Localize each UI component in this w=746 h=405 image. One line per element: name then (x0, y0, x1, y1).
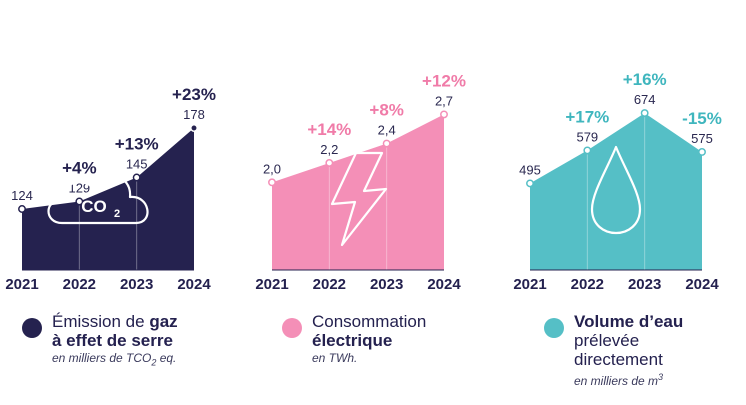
charts-area: 1242021129+4%2022145+13%2023178+23%2024C… (5, 70, 722, 293)
chart-2-change-label: +14% (307, 120, 351, 139)
legend-ghg-bold1: gaz (149, 312, 178, 331)
chart-3-change-label: +17% (565, 107, 609, 126)
legend-electricity: Consommation électrique en TWh. (282, 312, 426, 366)
chart-3-x-tick: 2023 (628, 276, 661, 293)
chart-3-change-label: -15% (682, 109, 722, 128)
legend-water-line3: directement (574, 350, 663, 369)
co2-cloud-icon: CO 2 (47, 175, 149, 225)
chart-1-change-label: +13% (115, 135, 159, 154)
legend-electricity-text: Consommation électrique en TWh. (312, 312, 426, 366)
legend-ghg-dot (22, 318, 42, 338)
legend-water: Volume d’eau prélevée directement en mil… (544, 312, 683, 389)
co2-icon-text: CO (81, 197, 107, 216)
chart-3-x-tick: 2021 (513, 276, 546, 293)
chart-2-value-label: 2,7 (435, 93, 453, 108)
legend-water-unit-sup: 3 (658, 372, 664, 382)
chart-2-x-tick: 2023 (370, 276, 403, 293)
legend-electricity-unit: en TWh. (312, 351, 358, 365)
chart-1-point (75, 197, 84, 206)
chart-2-x-tick: 2022 (313, 276, 346, 293)
legend-electricity-dot (282, 318, 302, 338)
lightning-bolt-icon (330, 151, 388, 247)
chart-3-point (698, 148, 706, 156)
legend-ghg-unit: en milliers de TCO (52, 351, 152, 365)
chart-3-value-label: 575 (691, 131, 713, 146)
chart-1-point (132, 173, 141, 182)
chart-1-point (190, 124, 198, 132)
chart-3: 495 2021 579 +17% 2022 674 +16% 2023 575 -15% 2024 (513, 70, 722, 293)
chart-1-area (22, 128, 194, 270)
chart-3-value-label: 674 (634, 92, 656, 107)
chart-3-point (583, 146, 592, 155)
chart-3-change-label: +16% (623, 70, 667, 89)
co2-icon-subscript: 2 (114, 208, 120, 220)
legend-ghg-bold2: à effet de serre (52, 331, 173, 350)
legend-water-line1: Volume d’eau (574, 312, 684, 331)
chart-2-value-label: 2,4 (378, 123, 396, 138)
chart-1-change-label: +23% (172, 85, 216, 104)
legend-water-line2: prélevée (574, 331, 640, 350)
chart-3-value-label: 495 (519, 162, 541, 177)
chart-2-x-tick: 2024 (427, 276, 461, 293)
chart-1-x-tick: 2021 (5, 276, 38, 293)
chart-3-point (526, 179, 534, 188)
chart-3-point (640, 109, 649, 118)
legend-ghg-text: Émission de gaz à effet de serre en mill… (52, 312, 178, 370)
legend-ghg-pre: Émission de (52, 312, 150, 331)
chart-1-value-label: 145 (126, 157, 148, 172)
legend-ghg: Émission de gaz à effet de serre en mill… (22, 312, 178, 370)
chart-1-value-label: 124 (11, 188, 33, 203)
chart-2-point (382, 139, 391, 148)
legend-electricity-line1: Consommation (312, 312, 427, 331)
legend-water-dot (544, 318, 564, 338)
chart-2-change-label: +8% (369, 101, 404, 120)
chart-2-change-label: +12% (422, 71, 466, 90)
chart-2: 2,0 2021 2,2 +14% 2022 2,4 +8% 2023 2,7 +12% 2024 (255, 71, 466, 293)
chart-1-change-label: +4% (62, 159, 97, 178)
chart-2-point (268, 178, 276, 187)
chart-2-value-label: 2,0 (263, 161, 281, 176)
chart-2-point (325, 158, 334, 167)
legend-ghg-unit-sub: 2 (151, 357, 157, 368)
chart-2-area (272, 114, 444, 270)
legend-water-unit: en milliers de m (574, 374, 659, 388)
legend-electricity-line2: électrique (312, 331, 393, 350)
chart-2-x-tick: 2021 (255, 276, 288, 293)
chart-2-value-label: 2,2 (320, 142, 338, 157)
chart-3-x-tick: 2022 (571, 276, 604, 293)
chart-1-x-tick: 2024 (177, 276, 211, 293)
chart-3-value-label: 579 (576, 129, 598, 144)
chart-1-point (18, 205, 26, 213)
chart-1-x-tick: 2023 (120, 276, 153, 293)
legend-water-text: Volume d’eau prélevée directement en mil… (574, 312, 683, 389)
chart-3-x-tick: 2024 (685, 276, 719, 293)
legend-ghg-unit-post: eq. (156, 351, 177, 365)
chart-3-area (530, 113, 702, 270)
chart-2-point (440, 110, 448, 119)
chart-1-value-label: 178 (183, 107, 205, 122)
chart-1-x-tick: 2022 (63, 276, 96, 293)
water-drop-icon (590, 145, 642, 235)
chart-1: 1242021129+4%2022145+13%2023178+23%2024C… (5, 85, 216, 293)
